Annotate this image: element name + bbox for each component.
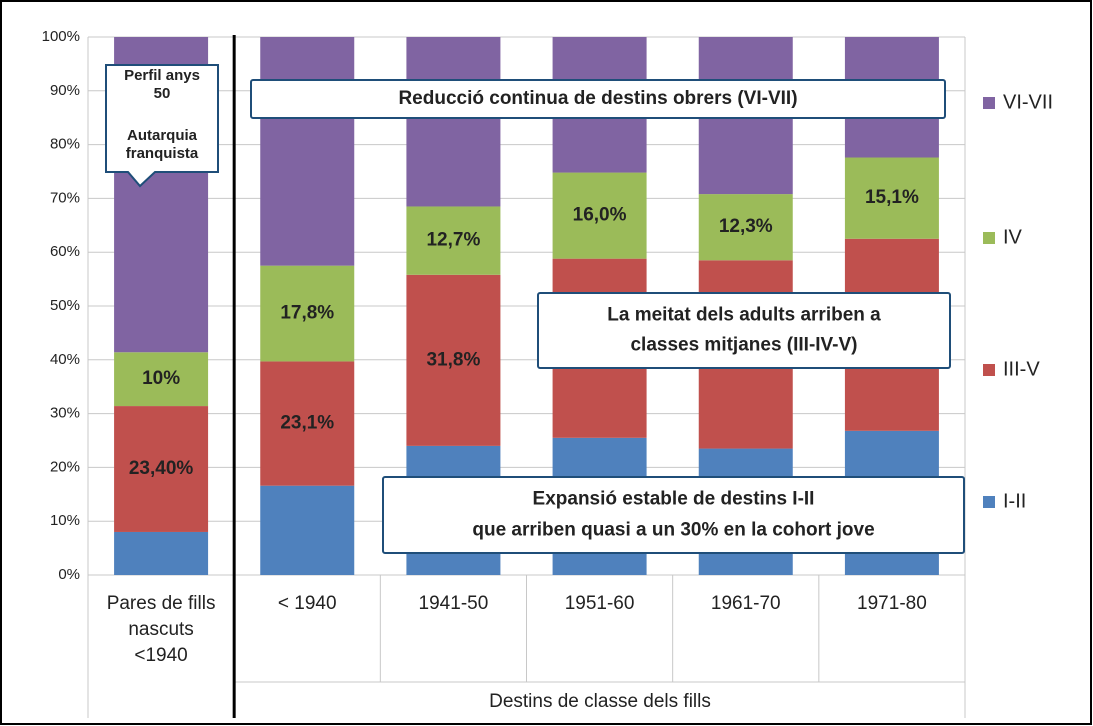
x-tick-label: 1951-60 bbox=[565, 593, 635, 614]
data-label: 16,0% bbox=[573, 205, 627, 226]
legend-label: VI-VII bbox=[1003, 91, 1053, 113]
bar-segment bbox=[114, 352, 209, 407]
y-tick-label: 20% bbox=[50, 458, 80, 475]
data-label: 12,7% bbox=[426, 230, 480, 251]
annotation-box bbox=[250, 79, 946, 119]
bar-segment bbox=[114, 406, 209, 532]
y-tick-label: 60% bbox=[50, 243, 80, 260]
bar-segment bbox=[406, 37, 501, 207]
annotation-box bbox=[382, 476, 965, 554]
legend-marker bbox=[983, 232, 995, 244]
annotation-text: Reducció continua de destins obrers (VI-… bbox=[398, 88, 797, 109]
legend-label: IV bbox=[1003, 226, 1023, 248]
x-tick-label: <1940 bbox=[134, 645, 187, 666]
annotation-text: franquista bbox=[126, 145, 199, 162]
y-tick-label: 80% bbox=[50, 136, 80, 153]
annotation-text: Perfil anys bbox=[124, 67, 200, 84]
annotation-text: Autarquia bbox=[127, 127, 198, 144]
legend-marker bbox=[983, 364, 995, 376]
x-tick-label: nascuts bbox=[128, 619, 193, 640]
data-label: 10% bbox=[142, 368, 180, 389]
y-tick-label: 50% bbox=[50, 297, 80, 314]
y-tick-label: 90% bbox=[50, 82, 80, 99]
bar-segment bbox=[260, 37, 355, 266]
bar-segment bbox=[406, 206, 501, 275]
x-axis-label: Destins de classe dels fills bbox=[489, 691, 711, 712]
bar-segment bbox=[698, 194, 793, 261]
x-tick-label: 1971-80 bbox=[857, 593, 927, 614]
data-label: 15,1% bbox=[865, 187, 919, 208]
legend-marker bbox=[983, 496, 995, 508]
x-tick-label: 1941-50 bbox=[419, 593, 489, 614]
data-label: 31,8% bbox=[426, 349, 480, 370]
annotation-box bbox=[537, 292, 951, 369]
callout bbox=[105, 64, 219, 188]
data-label: 17,8% bbox=[280, 303, 334, 324]
legend-label: I-II bbox=[1003, 490, 1026, 512]
annotation-text: classes mitjanes (III-IV-V) bbox=[630, 335, 857, 356]
bar-segment bbox=[552, 172, 647, 259]
bar-segment bbox=[260, 265, 355, 362]
x-tick-label: Pares de fills bbox=[107, 593, 216, 614]
annotation-text: 50 bbox=[154, 85, 171, 102]
y-tick-label: 0% bbox=[58, 566, 80, 583]
bar-segment bbox=[114, 531, 209, 575]
bar-segment bbox=[260, 485, 355, 575]
y-tick-label: 100% bbox=[42, 28, 80, 45]
annotation-text: que arriben quasi a un 30% en la cohort … bbox=[472, 520, 874, 541]
legend-label: III-V bbox=[1003, 358, 1040, 380]
annotation-text: La meitat dels adults arriben a bbox=[607, 305, 881, 326]
bar-segment bbox=[406, 274, 501, 446]
y-tick-label: 40% bbox=[50, 351, 80, 368]
y-tick-label: 10% bbox=[50, 512, 80, 529]
y-tick-label: 30% bbox=[50, 405, 80, 422]
data-label: 23,40% bbox=[129, 458, 194, 479]
x-tick-label: 1961-70 bbox=[711, 593, 781, 614]
x-tick-label: < 1940 bbox=[278, 593, 337, 614]
data-label: 23,1% bbox=[280, 413, 334, 434]
legend-marker bbox=[983, 97, 995, 109]
annotation-text: Expansió estable de destins I-II bbox=[533, 489, 815, 510]
bar-segment bbox=[260, 361, 355, 486]
bar-segment bbox=[844, 157, 939, 239]
y-tick-label: 70% bbox=[50, 189, 80, 206]
data-label: 12,3% bbox=[719, 216, 773, 237]
